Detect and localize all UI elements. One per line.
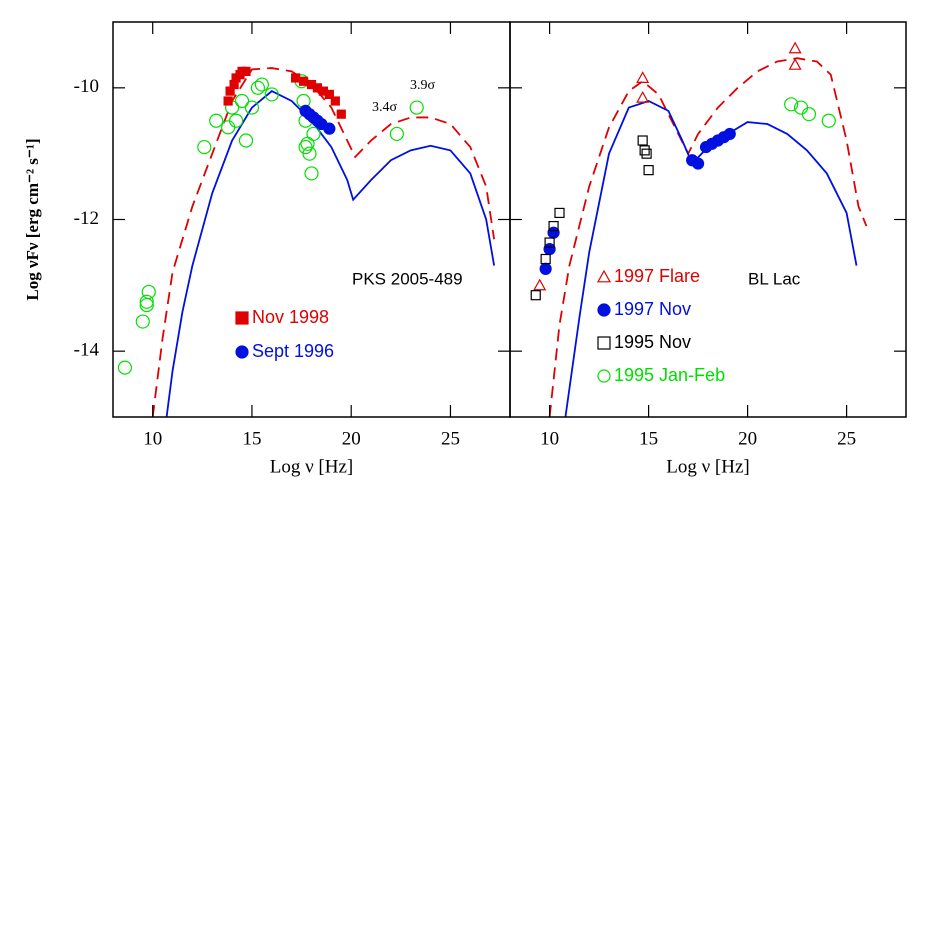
plot-area	[530, 41, 868, 417]
legend-label: 1995 Jan-Feb	[614, 365, 725, 385]
point	[784, 97, 799, 112]
point	[235, 345, 249, 359]
model-curve	[548, 57, 868, 417]
point	[241, 66, 251, 76]
point	[139, 297, 154, 313]
point	[596, 269, 612, 283]
legend-label: Nov 1998	[252, 307, 329, 327]
x-tick-label: 25	[837, 428, 856, 449]
point	[409, 100, 424, 115]
point	[543, 243, 556, 256]
point	[324, 89, 334, 100]
point	[821, 113, 836, 128]
point	[209, 113, 224, 128]
point	[544, 237, 555, 248]
point	[330, 96, 340, 106]
point	[306, 126, 321, 142]
y-tick-label: -14	[74, 340, 100, 361]
annotation: 3.9σ	[410, 78, 436, 93]
point	[548, 220, 559, 232]
y-tick-label: -10	[74, 76, 99, 97]
point	[135, 314, 150, 329]
point	[540, 253, 551, 265]
point	[304, 166, 319, 181]
y-axis-label: Log νFν [erg cm⁻² s⁻¹]	[23, 138, 42, 300]
point	[547, 226, 560, 239]
point	[691, 157, 705, 170]
point	[298, 139, 313, 155]
model-curve	[165, 90, 496, 417]
point	[641, 148, 652, 159]
x-axis-label: Log ν [Hz]	[270, 456, 354, 477]
legend-label: 1997 Nov	[614, 299, 691, 319]
point	[117, 360, 133, 375]
point	[197, 139, 212, 155]
point	[389, 126, 404, 142]
annotation: PKS 2005-489	[352, 269, 463, 288]
x-tick-label: 15	[639, 428, 658, 449]
point	[139, 294, 154, 309]
x-axis-label: Log ν [Hz]	[666, 456, 750, 477]
point	[636, 90, 650, 103]
point	[788, 41, 802, 54]
legend-label: 1997 Flare	[614, 266, 700, 286]
model-curve	[151, 67, 496, 417]
point	[639, 145, 650, 156]
point	[554, 207, 565, 219]
point	[533, 278, 547, 291]
point	[788, 58, 802, 70]
model-curve	[564, 100, 858, 417]
point	[323, 122, 336, 135]
point	[223, 96, 233, 106]
point	[244, 100, 260, 115]
point	[238, 133, 254, 148]
point	[530, 290, 541, 301]
x-tick-label: 25	[441, 428, 460, 449]
x-tick-label: 20	[342, 428, 361, 449]
point	[228, 113, 244, 128]
x-tick-label: 15	[242, 428, 261, 449]
point	[801, 107, 817, 122]
point	[636, 71, 650, 83]
legend-label: Sept 1996	[252, 341, 334, 361]
point	[336, 109, 346, 119]
plot-area	[117, 66, 496, 417]
point	[234, 93, 250, 109]
point	[637, 135, 648, 146]
x-tick-label: 20	[738, 428, 757, 449]
point	[643, 165, 654, 176]
x-tick-label: 10	[540, 428, 559, 449]
point	[254, 77, 269, 92]
y-tick-label: -12	[74, 208, 99, 229]
point	[597, 303, 611, 317]
point	[539, 262, 552, 275]
point	[298, 76, 309, 86]
annotation: BL Lac	[748, 269, 801, 288]
legend-label: 1995 Nov	[614, 332, 691, 352]
point	[264, 87, 279, 102]
point	[291, 73, 301, 83]
x-tick-label: 10	[143, 428, 162, 449]
point	[235, 311, 249, 325]
point	[597, 369, 611, 383]
point	[597, 336, 611, 350]
point	[250, 80, 266, 95]
point	[723, 127, 736, 141]
annotation: 3.4σ	[372, 100, 398, 115]
